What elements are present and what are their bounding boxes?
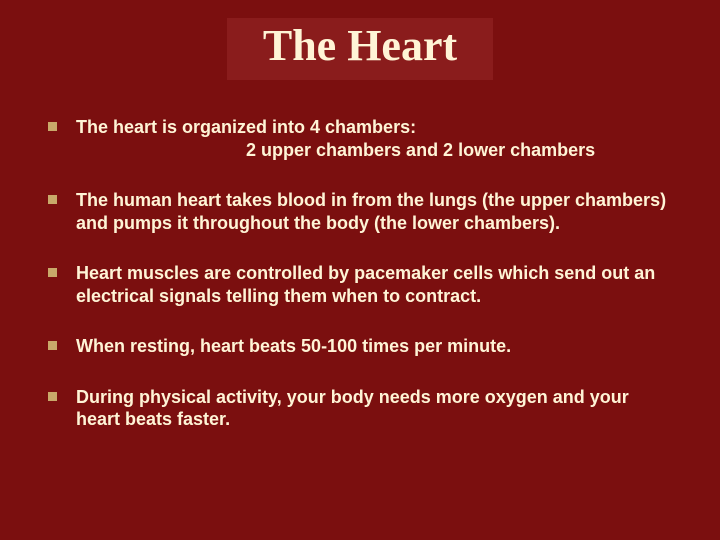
bullet-item: The human heart takes blood in from the … xyxy=(48,189,672,234)
slide: The Heart The heart is organized into 4 … xyxy=(0,0,720,540)
bullet-text: Heart muscles are controlled by pacemake… xyxy=(76,263,655,306)
bullet-text: The human heart takes blood in from the … xyxy=(76,190,666,233)
bullet-text: When resting, heart beats 50-100 times p… xyxy=(76,336,511,356)
bullet-list: The heart is organized into 4 chambers: … xyxy=(48,116,672,431)
bullet-subline: 2 upper chambers and 2 lower chambers xyxy=(76,139,672,162)
title-container: The Heart xyxy=(48,18,672,80)
bullet-text: During physical activity, your body need… xyxy=(76,387,629,430)
slide-title: The Heart xyxy=(227,18,493,80)
bullet-item: During physical activity, your body need… xyxy=(48,386,672,431)
bullet-item: The heart is organized into 4 chambers: … xyxy=(48,116,672,161)
bullet-text: The heart is organized into 4 chambers: xyxy=(76,117,416,137)
bullet-item: Heart muscles are controlled by pacemake… xyxy=(48,262,672,307)
bullet-item: When resting, heart beats 50-100 times p… xyxy=(48,335,672,358)
